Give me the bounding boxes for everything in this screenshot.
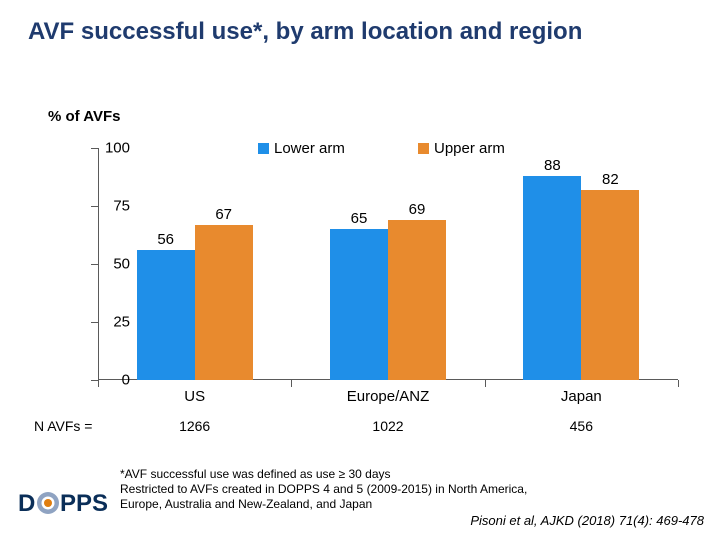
category-label: Japan	[561, 388, 602, 405]
footnote-line-3: Europe, Australia and New-Zealand, and J…	[120, 497, 372, 512]
bar-lower	[137, 250, 195, 380]
category-label: US	[184, 388, 205, 405]
footnote-line-2: Restricted to AVFs created in DOPPS 4 an…	[120, 482, 527, 497]
bar-upper	[195, 225, 253, 380]
bar-chart: 56 67 65 69 88 82	[98, 148, 678, 380]
bar-lower	[523, 176, 581, 380]
bar-value-upper: 67	[199, 206, 249, 223]
n-row-label: N AVFs =	[34, 418, 92, 434]
n-value: 1022	[372, 418, 403, 434]
y-tick-label: 0	[90, 372, 130, 389]
bar-upper	[581, 190, 639, 380]
y-axis-label: % of AVFs	[48, 108, 121, 125]
svg-text:PPS: PPS	[60, 490, 108, 517]
bar-upper	[388, 220, 446, 380]
category-label: Europe/ANZ	[347, 388, 430, 405]
y-tick-label: 25	[90, 314, 130, 331]
y-tick-label: 75	[90, 198, 130, 215]
bar-value-lower: 88	[527, 157, 577, 174]
x-tick	[678, 380, 679, 387]
bar-value-lower: 65	[334, 210, 384, 227]
n-value: 1266	[179, 418, 210, 434]
page-title: AVF successful use*, by arm location and…	[28, 18, 582, 46]
footnote-line-1: *AVF successful use was defined as use ≥…	[120, 467, 391, 482]
svg-text:D: D	[18, 490, 35, 517]
y-tick-label: 100	[90, 140, 130, 157]
y-tick-label: 50	[90, 256, 130, 273]
x-tick	[485, 380, 486, 387]
n-value: 456	[570, 418, 593, 434]
x-tick	[291, 380, 292, 387]
bar-value-upper: 69	[392, 201, 442, 218]
bar-value-lower: 56	[141, 231, 191, 248]
citation: Pisoni et al, AJKD (2018) 71(4): 469-478	[470, 513, 704, 528]
dopps-logo: D PPS	[18, 489, 110, 522]
bar-value-upper: 82	[585, 171, 635, 188]
bar-lower	[330, 229, 388, 380]
